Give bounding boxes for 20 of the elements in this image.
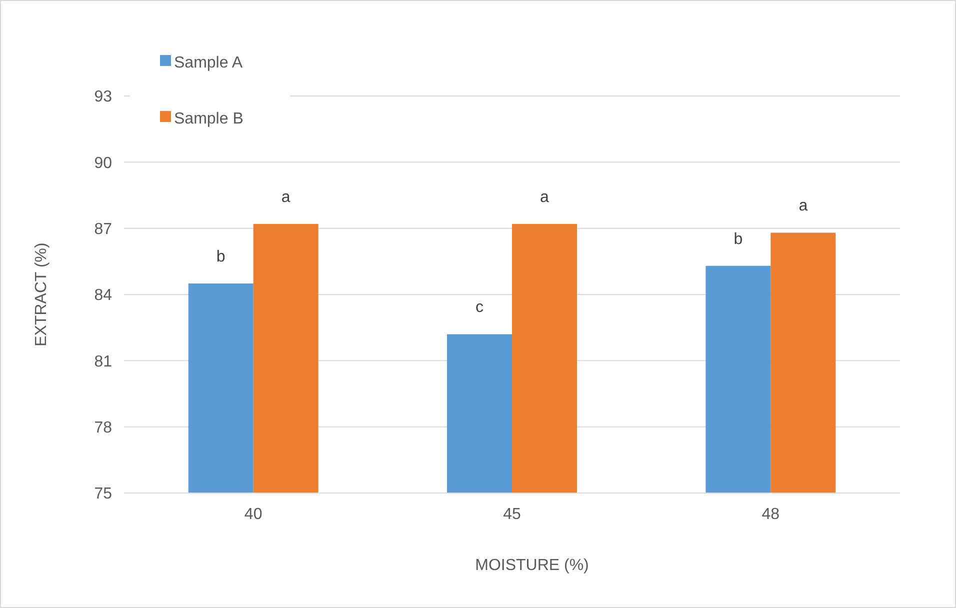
x-axis-title: MOISTURE (%) <box>475 557 589 574</box>
y-tick-label: 84 <box>94 287 112 304</box>
x-tick-label: 48 <box>762 506 780 523</box>
legend-label: Sample B <box>174 110 244 128</box>
annotation: b <box>216 248 226 266</box>
annotation: b <box>734 230 743 248</box>
y-tick-label: 75 <box>94 486 112 503</box>
x-tick-label: 40 <box>244 506 262 523</box>
y-tick-label: 93 <box>94 88 112 106</box>
annotation: a <box>540 188 550 206</box>
annotation: a <box>281 188 290 206</box>
annotation: a <box>798 198 808 215</box>
annotation: c <box>476 299 484 316</box>
y-tick-label: 90 <box>94 154 112 172</box>
x-tick-label: 45 <box>503 506 521 523</box>
y-tick-label: 81 <box>94 353 112 370</box>
legend-label: Sample A <box>174 54 243 72</box>
y-axis-title: EXTRACT (%) <box>33 242 50 346</box>
y-tick-label: 87 <box>94 220 112 238</box>
y-tick-label: 78 <box>94 419 112 436</box>
